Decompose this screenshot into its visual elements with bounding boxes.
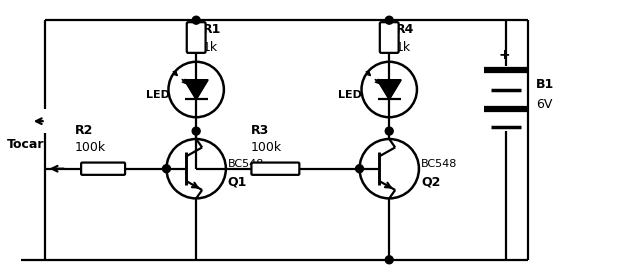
Text: BC548: BC548 (228, 159, 264, 169)
Text: 100k: 100k (74, 141, 106, 154)
FancyBboxPatch shape (380, 22, 399, 53)
Text: R1: R1 (203, 23, 221, 36)
Circle shape (192, 127, 200, 135)
Circle shape (192, 16, 200, 24)
Circle shape (385, 127, 393, 135)
Circle shape (356, 165, 364, 173)
Text: LED: LED (146, 90, 169, 100)
Circle shape (162, 165, 171, 173)
Polygon shape (378, 80, 401, 99)
Text: LED: LED (338, 90, 362, 100)
Text: 1k: 1k (203, 41, 218, 54)
Circle shape (385, 256, 393, 264)
FancyBboxPatch shape (187, 22, 206, 53)
FancyBboxPatch shape (81, 163, 125, 175)
Text: R3: R3 (251, 124, 269, 137)
FancyBboxPatch shape (251, 163, 299, 175)
Text: Q1: Q1 (228, 175, 248, 189)
Text: 100k: 100k (251, 141, 282, 154)
Text: 1k: 1k (396, 41, 411, 54)
Text: BC548: BC548 (421, 159, 457, 169)
Text: 6V: 6V (536, 98, 552, 111)
Text: Q2: Q2 (421, 175, 440, 189)
Text: Tocar: Tocar (7, 138, 44, 151)
Polygon shape (185, 80, 208, 99)
Text: B1: B1 (536, 78, 554, 92)
Text: R4: R4 (396, 23, 414, 36)
Circle shape (385, 16, 393, 24)
Text: R2: R2 (74, 124, 92, 137)
Text: +: + (498, 48, 510, 62)
